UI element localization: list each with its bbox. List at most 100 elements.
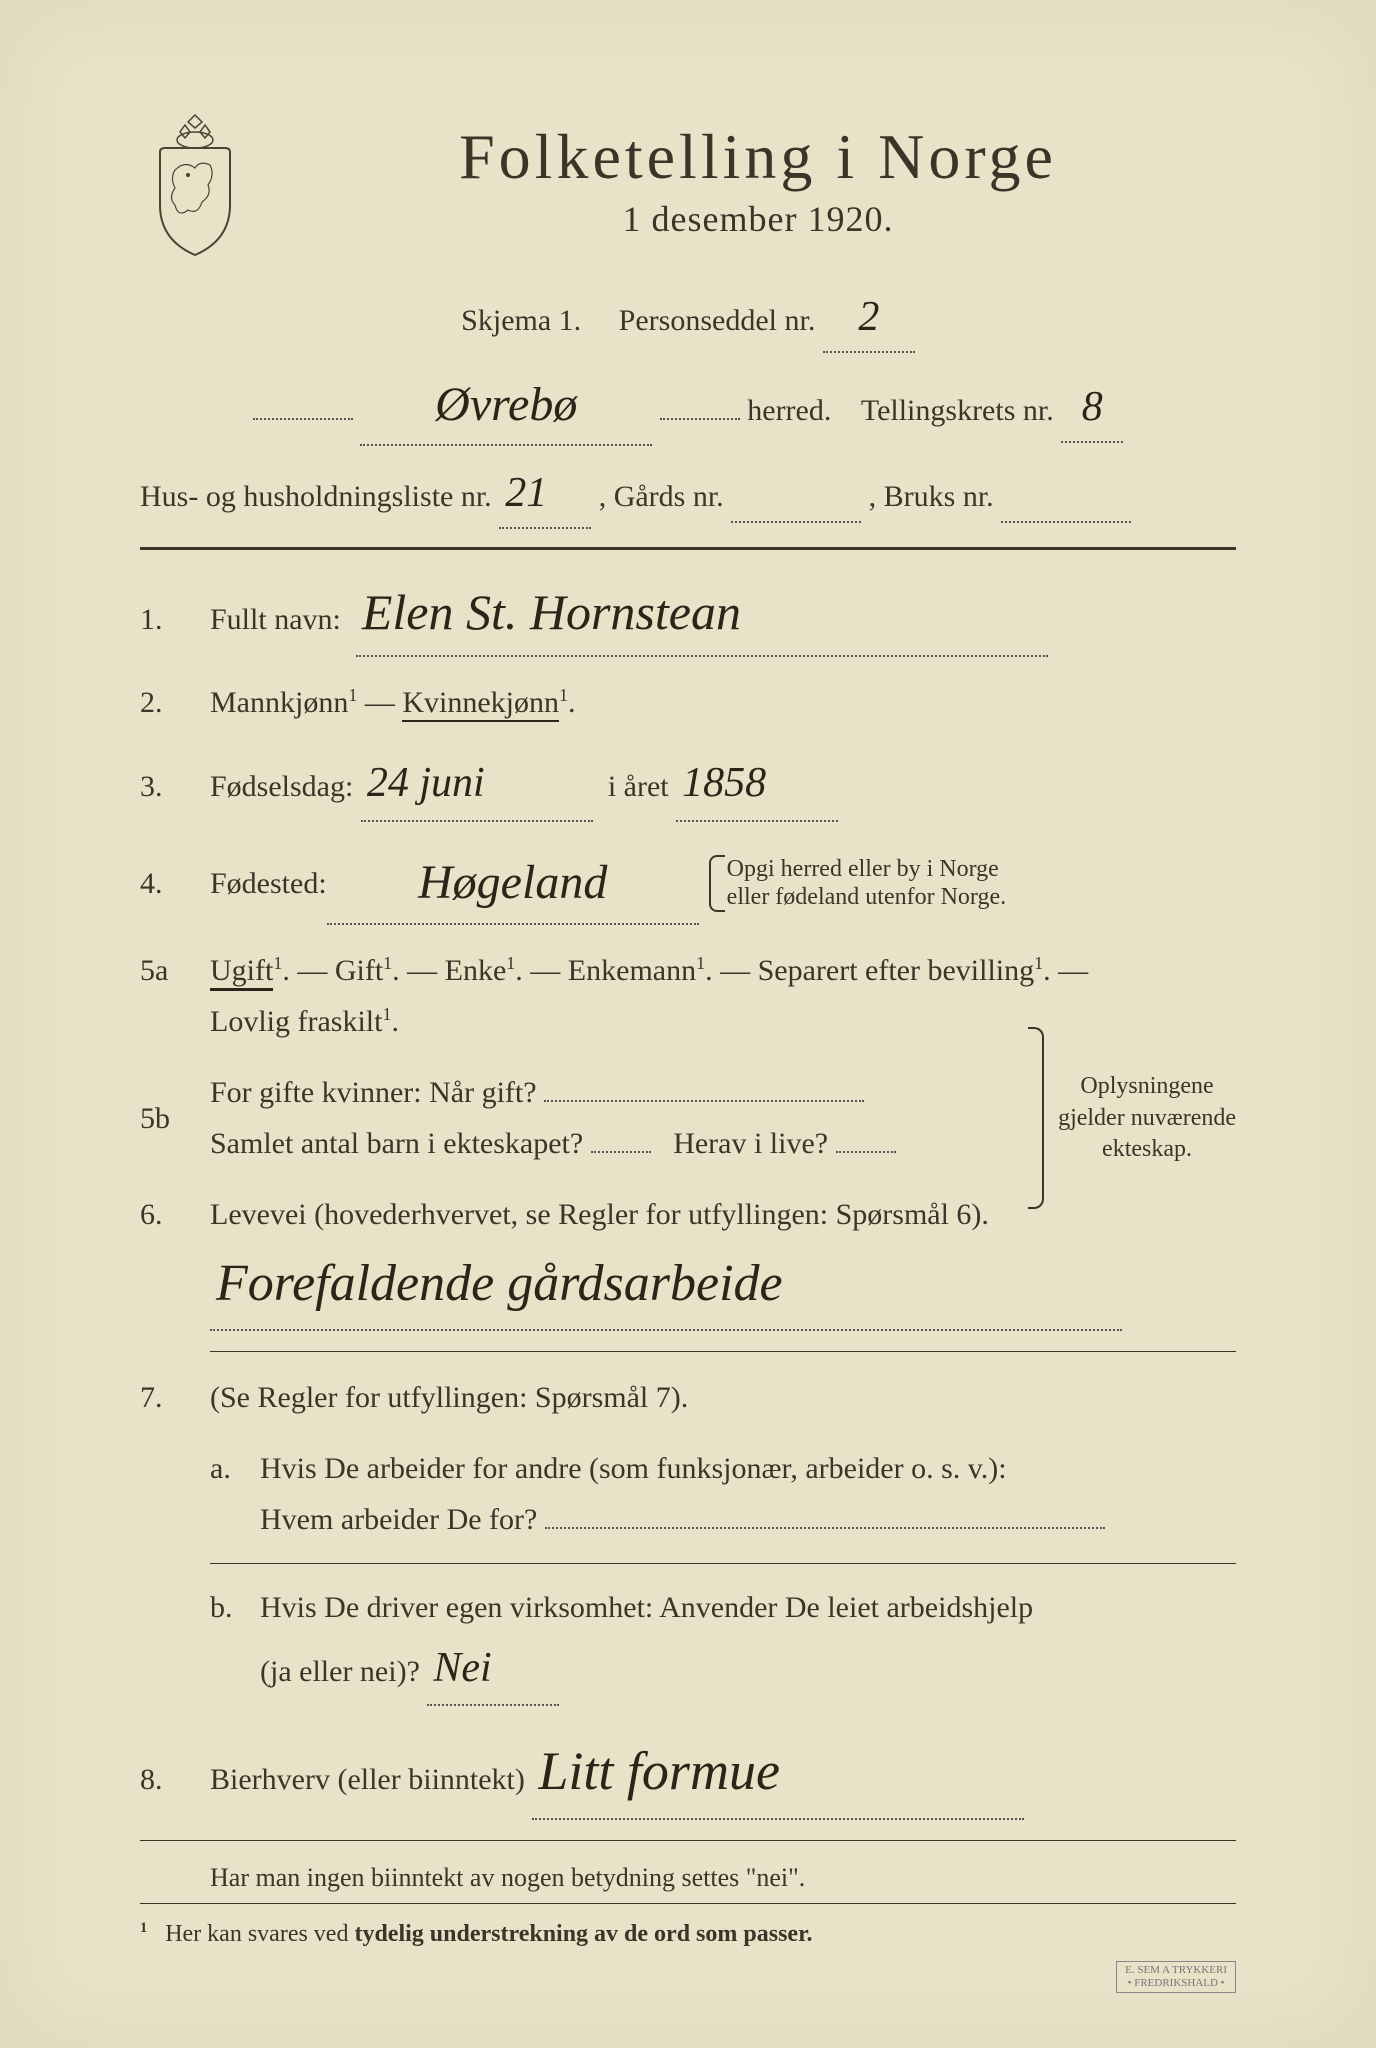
q3-label: Fødselsdag: [210, 770, 353, 803]
q7a-num: a. [210, 1443, 260, 1494]
q5b-gifte: For gifte kvinner: Når gift? [210, 1076, 537, 1109]
s3: 1 [506, 953, 515, 973]
q8-value: Litt formue [538, 1726, 780, 1818]
herred-value: Øvrebø [435, 367, 577, 444]
q5a-row: 5a Ugift1. — Gift1. — Enke1. — Enkemann1… [140, 945, 1236, 1047]
husliste-line: Hus- og husholdningsliste nr. 21 , Gårds… [140, 460, 1236, 529]
q4-note-l2: eller fødeland utenfor Norge. [727, 884, 1006, 910]
q8-num: 8. [140, 1754, 210, 1805]
q4-num: 4. [140, 858, 210, 909]
stamp-l1: E. SEM A TRYKKERI [1125, 1964, 1227, 1976]
q3-day: 24 juni [367, 748, 485, 819]
title-block: Folketelling i Norge 1 desember 1920. [280, 120, 1236, 270]
q7-num: 7. [140, 1372, 210, 1423]
q7a-l1: Hvis De arbeider for andre (som funksjon… [260, 1452, 1007, 1485]
q2-female: Kvinnekjønn [402, 686, 559, 722]
husliste-nr: 21 [505, 460, 547, 527]
gards-label: , Gårds nr. [599, 480, 724, 513]
q1-row: 1. Fullt navn: Elen St. Hornstean [140, 570, 1236, 657]
printer-stamp: E. SEM A TRYKKERI • FREDRIKSHALD • [1116, 1961, 1236, 1993]
q6-num: 6. [140, 1189, 210, 1240]
q7a-l2: Hvem arbeider De for? [260, 1503, 537, 1536]
q4-note: Opgi herred eller by i Norge eller fødel… [709, 855, 1006, 913]
q1-num: 1. [140, 594, 210, 645]
q4-value: Høgeland [418, 842, 607, 924]
d6: . [391, 1005, 399, 1038]
skjema-label: Skjema 1. [461, 304, 581, 337]
d4: . — [705, 954, 758, 987]
q5b-n2: gjelder nuværende [1058, 1105, 1236, 1131]
q2-sup1: 1 [348, 685, 357, 705]
q7b-value: Nei [433, 1633, 491, 1704]
q8-row: 8. Bierhverv (eller biinntekt) Litt form… [140, 1726, 1236, 1820]
q7b-l1: Hvis De driver egen virksomhet: Anvender… [260, 1591, 1033, 1624]
d3: . — [515, 954, 568, 987]
q1-label: Fullt navn: [210, 603, 341, 636]
q6-label: Levevei (hovederhvervet, se Regler for u… [210, 1198, 989, 1231]
footnote2: 1 Her kan svares ved tydelig understrekn… [140, 1920, 1236, 1948]
herred-line: Øvrebø herred. Tellingskrets nr. 8 [140, 367, 1236, 446]
q5a-enke: Enke [445, 954, 507, 987]
main-title: Folketelling i Norge [280, 120, 1236, 194]
q2-num: 2. [140, 677, 210, 728]
q5b-n1: Oplysningene [1080, 1073, 1213, 1099]
document-page: Folketelling i Norge 1 desember 1920. Sk… [0, 0, 1376, 2048]
divider-foot2 [140, 1903, 1236, 1904]
bruks-label: , Bruks nr. [869, 480, 994, 513]
q4-label: Fødested: [210, 858, 327, 909]
q5a-ugift: Ugift [210, 954, 273, 991]
d2: . — [392, 954, 445, 987]
q4-note-l1: Opgi herred eller by i Norge [727, 856, 999, 882]
divider-foot [140, 1840, 1236, 1841]
tellingskrets-nr: 8 [1082, 374, 1103, 441]
q5a-num: 5a [140, 945, 210, 996]
q5b-note: Oplysningene gjelder nuværende ekteskap. [1058, 1071, 1236, 1165]
q2-sup2: 1 [559, 685, 568, 705]
divider-thin [210, 1351, 1236, 1352]
s4: 1 [696, 953, 705, 973]
q7-label: (Se Regler for utfyllingen: Spørsmål 7). [210, 1381, 688, 1414]
divider-thin2 [210, 1563, 1236, 1564]
s1: 1 [273, 953, 282, 973]
q5a-lovlig: Lovlig fraskilt [210, 1005, 382, 1038]
husliste-label: Hus- og husholdningsliste nr. [140, 480, 492, 513]
subtitle: 1 desember 1920. [280, 198, 1236, 240]
q5b-n3: ekteskap. [1102, 1136, 1192, 1162]
q6-row: 6. Levevei (hovederhvervet, se Regler fo… [140, 1189, 1236, 1330]
q5a-gift: Gift [335, 954, 383, 987]
q7b-l2: (ja eller nei)? [260, 1655, 420, 1688]
q2-row: 2. Mannkjønn1 — Kvinnekjønn1. [140, 677, 1236, 728]
herred-label: herred. [747, 394, 831, 427]
divider [140, 547, 1236, 550]
q3-row: 3. Fødselsdag: 24 juni i året 1858 [140, 748, 1236, 821]
skjema-line: Skjema 1. Personseddel nr. 2 [140, 284, 1236, 353]
coat-of-arms-icon [140, 110, 250, 260]
header: Folketelling i Norge 1 desember 1920. [140, 120, 1236, 270]
q6-value: Forefaldende gårdsarbeide [216, 1240, 783, 1328]
q3-year: 1858 [682, 748, 766, 819]
q7-row: 7. (Se Regler for utfyllingen: Spørsmål … [140, 1372, 1236, 1423]
personseddel-nr: 2 [858, 284, 879, 351]
q5a-enkemann: Enkemann [568, 954, 696, 987]
footnote1: Har man ingen biinntekt av nogen betydni… [210, 1863, 1236, 1893]
d5: . — [1043, 954, 1088, 987]
q5b-row: 5b For gifte kvinner: Når gift? Samlet a… [140, 1067, 1236, 1169]
q2-dash: — [357, 686, 402, 719]
q2-male: Mannkjønn [210, 686, 348, 719]
q3-year-label: i året [608, 770, 669, 803]
q1-value: Elen St. Hornstean [362, 570, 741, 655]
q5b-barn: Samlet antal barn i ekteskapet? [210, 1127, 583, 1160]
tellingskrets-label: Tellingskrets nr. [861, 394, 1054, 427]
q4-row: 4. Fødested: Høgeland Opgi herred eller … [140, 842, 1236, 926]
q5a-separert: Separert efter bevilling [758, 954, 1035, 987]
q5b-num: 5b [140, 1093, 210, 1144]
q2-dot: . [568, 686, 576, 719]
d1: . — [282, 954, 335, 987]
personseddel-label: Personseddel nr. [619, 304, 816, 337]
s2: 1 [383, 953, 392, 973]
stamp-l2: • FREDRIKSHALD • [1128, 1977, 1225, 1989]
s5: 1 [1034, 953, 1043, 973]
q5b-herav: Herav i live? [673, 1127, 828, 1160]
footnote2-pre: Her kan svares ved [165, 1921, 354, 1947]
footnote2-bold: tydelig understrekning av de ord som pas… [354, 1921, 812, 1947]
